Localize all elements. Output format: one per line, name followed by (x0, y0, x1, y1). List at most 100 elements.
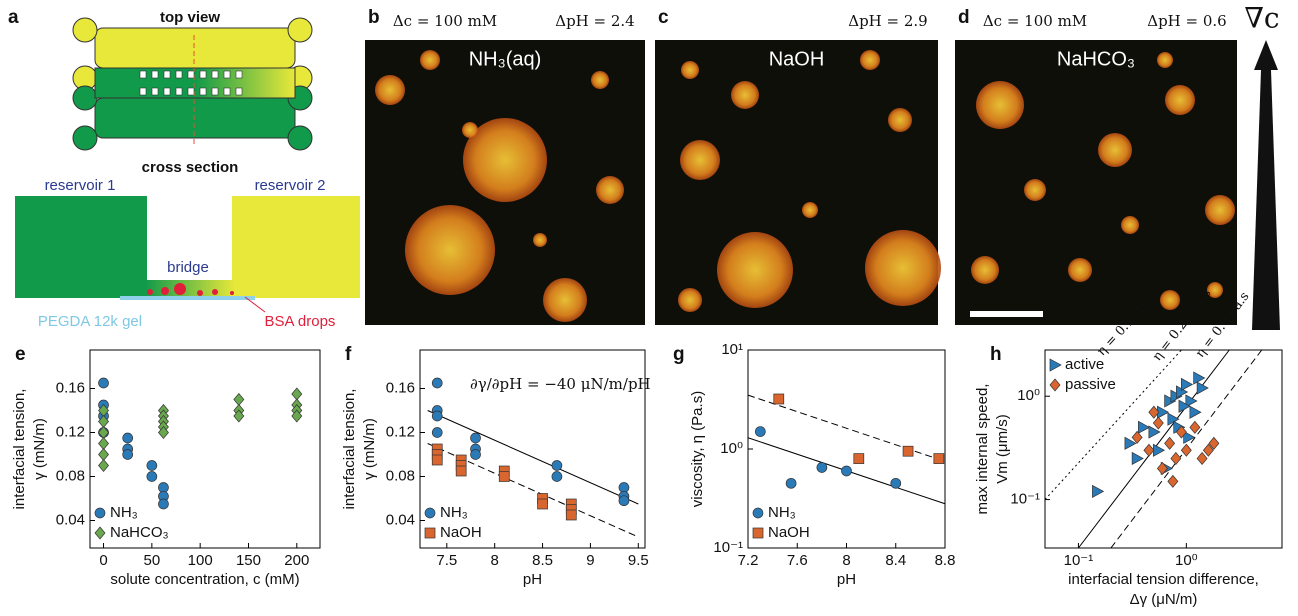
droplet (681, 61, 699, 79)
fit-line (747, 394, 946, 462)
point (233, 392, 245, 407)
point (1167, 412, 1180, 426)
point (816, 462, 828, 473)
panel-label: a (8, 7, 19, 28)
x-tick-label: 8.4 (885, 552, 906, 569)
label: Δc = 100 mM (393, 12, 497, 30)
micrographs (365, 40, 1237, 325)
point (1180, 377, 1194, 392)
point (233, 409, 245, 423)
point (1131, 451, 1144, 466)
label: bridge (167, 259, 209, 276)
x-tick-label: 200 (284, 552, 309, 569)
label: NH₃(aq) (469, 48, 542, 70)
label: Δc = 100 mM (983, 12, 1087, 30)
legend-marker (1049, 358, 1062, 372)
droplet (596, 176, 624, 204)
droplet (405, 205, 495, 295)
droplet (462, 122, 478, 138)
chart: h 10⁻¹ 10⁰ 10⁻¹ 10⁰ interfacial tension diffe… (974, 286, 1283, 608)
droplet (717, 232, 793, 308)
y-axis-label: interfacial tension, (341, 389, 358, 510)
point (841, 465, 852, 477)
point (1143, 443, 1155, 457)
point (98, 377, 109, 389)
point (291, 387, 303, 401)
y-axis-label: Vm (μm/s) (994, 414, 1011, 483)
legend-label: active (1065, 356, 1104, 373)
panel-label: e (15, 344, 26, 365)
scale-bar (970, 311, 1043, 317)
x-axis-label: solute concentration, c (mM) (110, 571, 299, 588)
x-tick-label: 0 (99, 552, 107, 569)
point (98, 425, 109, 440)
point (1178, 399, 1191, 413)
point (1164, 394, 1177, 408)
legend-marker (94, 526, 106, 540)
point (902, 445, 914, 457)
legend-marker (94, 507, 106, 519)
x-tick-label: 150 (236, 552, 261, 569)
annotation: ∂γ/∂pH = −40 μN/m/pH (470, 375, 651, 393)
point (1208, 436, 1220, 450)
panel-label: c (658, 7, 669, 28)
legend-label: NaHCO₃ (110, 524, 169, 541)
droplet (1157, 52, 1173, 68)
point (431, 377, 443, 389)
y-tick-label: 0.04 (386, 511, 415, 528)
point (890, 477, 902, 489)
x-axis-label: Δγ (μN/m) (1130, 591, 1198, 608)
droplet (680, 140, 720, 180)
x-tick-label: 9 (586, 552, 594, 569)
label: top view (160, 9, 220, 26)
point (1148, 425, 1161, 439)
panel-label: f (345, 344, 352, 365)
y-tick-label: 0.16 (56, 379, 85, 396)
droplet (375, 75, 405, 105)
point (551, 460, 563, 471)
point (431, 454, 443, 466)
y-axis-label: interfacial tension, (11, 389, 28, 510)
point (1124, 436, 1137, 450)
x-tick-label: 7.5 (436, 552, 457, 569)
label: BSA drops (265, 313, 336, 330)
point (537, 498, 548, 510)
panel-label: b (368, 7, 380, 28)
panel-label: d (958, 7, 970, 28)
droplet (802, 202, 818, 218)
y-axis-label: viscosity, η (Pa.s) (689, 391, 706, 507)
legend-marker (752, 507, 764, 519)
legend-label: NH₃ (768, 504, 796, 521)
gradient-arrow (1252, 40, 1280, 330)
label: reservoir 1 (45, 177, 116, 194)
point (1189, 420, 1201, 434)
point (785, 477, 797, 489)
droplet (888, 108, 912, 132)
droplet (865, 230, 941, 306)
plot-frame (1044, 349, 1283, 549)
y-axis-label: γ (mN/m) (31, 418, 48, 480)
x-tick-label: 10⁰ (1175, 552, 1198, 569)
chart: e 0 50 100 150 200 0.04 0.08 0.12 0.16 solute conc… (11, 344, 321, 588)
legend-label: NaOH (440, 524, 482, 541)
droplet (1098, 133, 1132, 167)
droplet (420, 50, 440, 70)
droplet (1160, 290, 1180, 310)
point (157, 425, 169, 440)
droplet (1205, 195, 1235, 225)
panel-a: a top view cross section reservoir 1 res… (8, 7, 360, 330)
chart: f 7.5 8 8.5 9 9.5 0.04 0.08 0.12 0.16 pH interfacia… (341, 344, 651, 588)
point (455, 465, 467, 477)
y-tick-label: 0.08 (386, 467, 415, 484)
y-tick-label: 10¹ (721, 341, 743, 358)
y-tick-label: 0.12 (386, 423, 415, 440)
point (933, 453, 945, 464)
legend-marker (424, 527, 436, 539)
point (1164, 436, 1176, 450)
plot-frame (89, 349, 321, 549)
y-tick-label: 0.16 (386, 379, 415, 396)
y-tick-label: 0.12 (56, 423, 85, 440)
y-tick-label: 10⁻¹ (1010, 491, 1040, 508)
point (1156, 461, 1168, 476)
